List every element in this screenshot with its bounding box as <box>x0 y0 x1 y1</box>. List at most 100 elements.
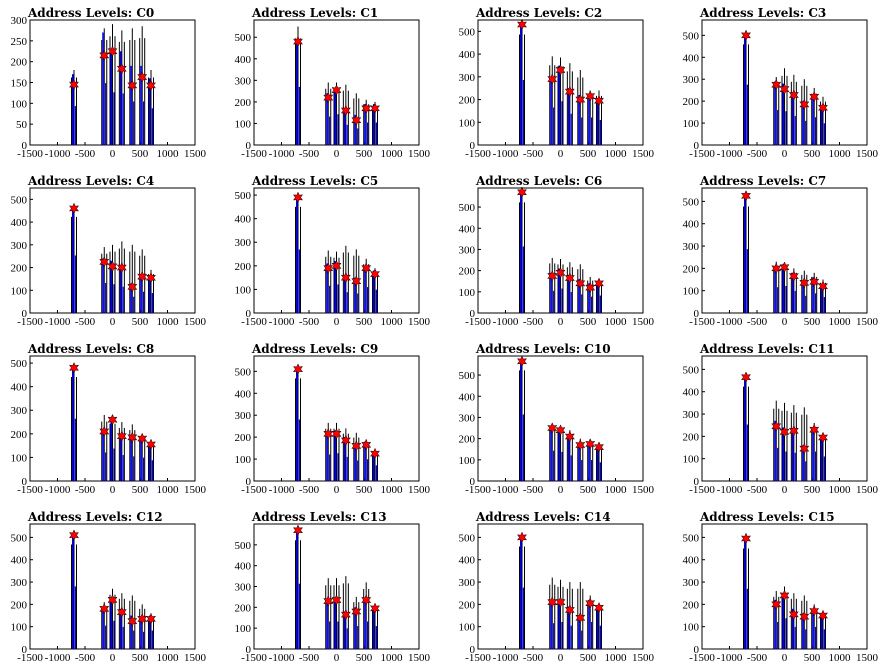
subplot-title: Address Levels: C15 <box>699 510 835 524</box>
x-tick-label: 0 <box>334 484 340 496</box>
x-tick-label: -1500 <box>17 484 43 496</box>
subplot-14: Address Levels: C14 0 100 200 300 400 500 -1500… <box>459 510 655 664</box>
subplot-3: Address Levels: C30100200300400500-1500-… <box>683 6 879 160</box>
x-tick-label: 1500 <box>856 148 879 160</box>
x-tick-label: 1000 <box>157 484 180 496</box>
subplot-7: Address Levels: C70100200300400500-1500-… <box>683 174 879 328</box>
peak-marker <box>340 104 351 117</box>
y-tick-label: 200 <box>235 432 252 444</box>
peak-marker <box>292 363 304 375</box>
y-tick-label: 400 <box>459 49 476 61</box>
x-tick-label: 1500 <box>856 316 879 328</box>
y-tick-label: 500 <box>11 358 28 370</box>
x-tick-label: 500 <box>580 316 597 328</box>
peak-marker <box>809 275 820 288</box>
peak-marker <box>555 266 566 279</box>
peak-marker <box>340 271 351 284</box>
x-tick-label: 1000 <box>829 316 852 328</box>
peak-marker <box>116 606 127 618</box>
peak-marker <box>361 594 372 606</box>
x-tick-label: -500 <box>299 316 320 328</box>
subplot-11: Address Levels: C11 0 100 200 300 400 500 -1500… <box>683 342 879 496</box>
x-tick-label: 1000 <box>381 652 404 664</box>
peak-marker <box>351 275 362 287</box>
y-tick-label: 100 <box>683 286 700 298</box>
subplot-title: Address Levels: C3 <box>699 6 826 20</box>
peak-marker <box>68 78 80 91</box>
peak-marker <box>585 281 596 294</box>
peak-marker <box>564 85 575 98</box>
y-tick-label: 500 <box>459 202 476 214</box>
y-tick-label: 500 <box>459 26 476 38</box>
peak-marker <box>799 442 810 455</box>
subplot-2: Address Levels: C20100200300400500-1500-… <box>459 6 655 160</box>
y-tick-label: 400 <box>683 555 700 567</box>
y-tick-label: 400 <box>235 388 252 400</box>
x-tick-label: 500 <box>580 652 597 664</box>
y-tick-label: 100 <box>683 622 700 634</box>
y-tick-label: 0 <box>694 308 700 320</box>
x-tick-label: 1500 <box>856 652 879 664</box>
x-tick-label: 1000 <box>605 652 628 664</box>
peak-marker <box>817 101 829 114</box>
x-tick-label: 1500 <box>632 652 655 664</box>
x-tick-label: 1500 <box>184 148 207 160</box>
subplot-title: Address Levels: C5 <box>251 174 378 188</box>
peak-marker <box>292 35 304 48</box>
x-tick-label: 0 <box>558 316 564 328</box>
x-tick-label: 1000 <box>829 652 852 664</box>
peak-marker <box>99 603 110 615</box>
y-tick-label: 200 <box>11 599 28 611</box>
x-tick-label: 1500 <box>408 484 431 496</box>
y-tick-label: 0 <box>22 476 28 488</box>
y-tick-label: 200 <box>235 97 252 109</box>
x-tick-label: 500 <box>580 148 597 160</box>
peak-marker <box>788 608 799 621</box>
peak-marker <box>564 430 575 443</box>
y-tick-label: 400 <box>235 54 252 66</box>
y-tick-label: 300 <box>11 15 28 27</box>
y-tick-label: 400 <box>235 561 252 573</box>
peak-marker <box>107 413 118 426</box>
peak-marker <box>137 270 148 283</box>
y-tick-label: 200 <box>683 431 700 443</box>
peak-marker <box>323 262 334 275</box>
peak-marker <box>127 431 138 444</box>
x-tick-label: 500 <box>132 316 149 328</box>
x-tick-label: 1000 <box>381 148 404 160</box>
x-tick-label: -500 <box>299 652 320 664</box>
y-tick-label: 0 <box>694 476 700 488</box>
y-tick-label: 200 <box>459 95 476 107</box>
x-tick-label: -1000 <box>269 652 295 664</box>
peak-marker <box>116 430 127 443</box>
y-tick-label: 500 <box>459 532 476 544</box>
x-tick-label: -1500 <box>465 316 491 328</box>
y-tick-label: 400 <box>683 387 700 399</box>
peak-marker <box>575 439 586 451</box>
peak-marker <box>292 191 304 204</box>
x-tick-label: -1500 <box>465 484 491 496</box>
peak-marker <box>809 605 820 617</box>
y-tick-label: 500 <box>683 196 700 208</box>
peak-marker <box>740 532 752 545</box>
x-tick-label: 0 <box>782 652 788 664</box>
x-tick-label: -500 <box>299 484 320 496</box>
y-tick-label: 300 <box>683 241 700 253</box>
y-tick-label: 400 <box>11 555 28 567</box>
subplot-title: Address Levels: C14 <box>475 510 611 524</box>
x-tick-label: 0 <box>558 148 564 160</box>
x-tick-label: 500 <box>132 484 149 496</box>
x-tick-label: 1000 <box>829 148 852 160</box>
y-tick-label: 500 <box>235 540 252 552</box>
x-tick-label: -1500 <box>689 316 715 328</box>
peak-marker <box>361 439 372 451</box>
x-tick-label: 0 <box>334 148 340 160</box>
x-tick-label: 0 <box>782 484 788 496</box>
x-tick-label: 1000 <box>381 316 404 328</box>
x-tick-label: -1500 <box>465 148 491 160</box>
x-tick-label: 1500 <box>408 316 431 328</box>
x-tick-label: 0 <box>334 652 340 664</box>
subplot-title: Address Levels: C10 <box>475 342 611 356</box>
peak-marker <box>68 202 80 215</box>
y-tick-label: 300 <box>11 405 28 417</box>
